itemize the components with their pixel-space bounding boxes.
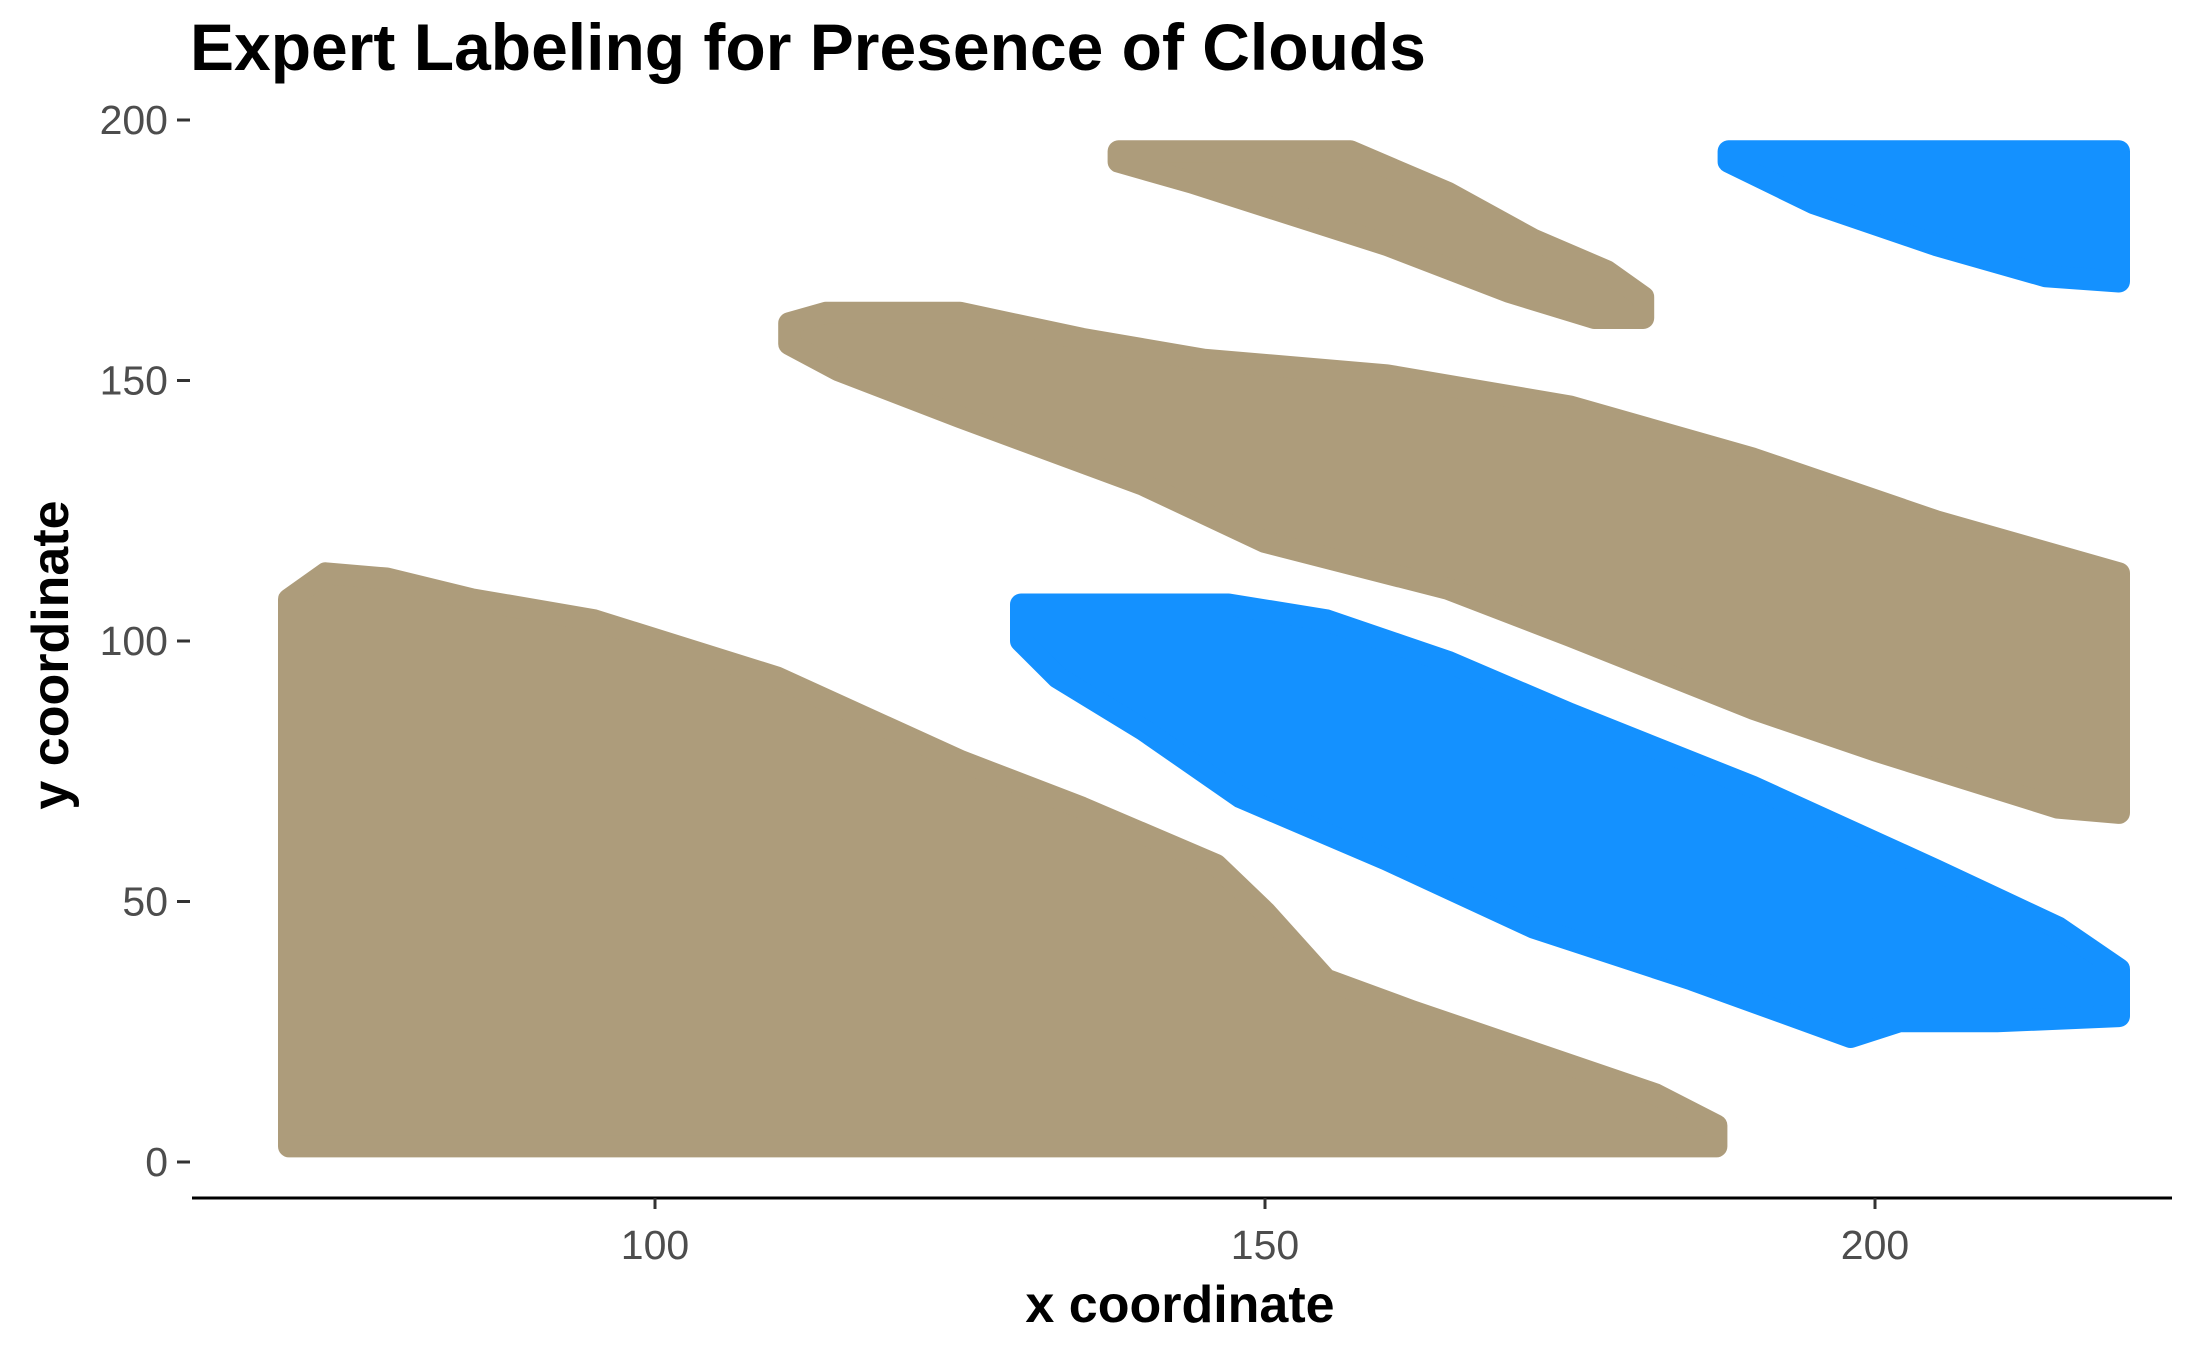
y-axis-title: y coordinate (22, 500, 80, 809)
series-layer (278, 140, 2130, 1158)
series-0-region-0 (278, 562, 1728, 1158)
x-ticks: 100 150 200 (621, 1198, 1909, 1268)
x-tick-label-150: 150 (1231, 1222, 1299, 1268)
y-tick-label-150: 150 (100, 358, 168, 404)
y-tick-label-50: 50 (122, 879, 168, 925)
series-1-region-0 (1010, 593, 2130, 1048)
series-0-region-2 (778, 301, 2130, 824)
x-tick-label-100: 100 (621, 1222, 689, 1268)
y-tick-label-0: 0 (145, 1139, 168, 1185)
series-1-region-1 (1717, 140, 2130, 293)
chart-title: Expert Labeling for Presence of Clouds (190, 10, 1426, 84)
y-ticks: 0 50 100 150 200 (100, 97, 190, 1185)
y-tick-label-100: 100 (100, 618, 168, 664)
series-1 (1010, 140, 2130, 1048)
series-0 (278, 140, 2130, 1158)
y-tick-label-200: 200 (100, 97, 168, 143)
x-axis-title: x coordinate (1025, 1276, 1334, 1334)
series-0-region-1 (1107, 140, 1655, 329)
x-tick-label-200: 200 (1841, 1222, 1909, 1268)
